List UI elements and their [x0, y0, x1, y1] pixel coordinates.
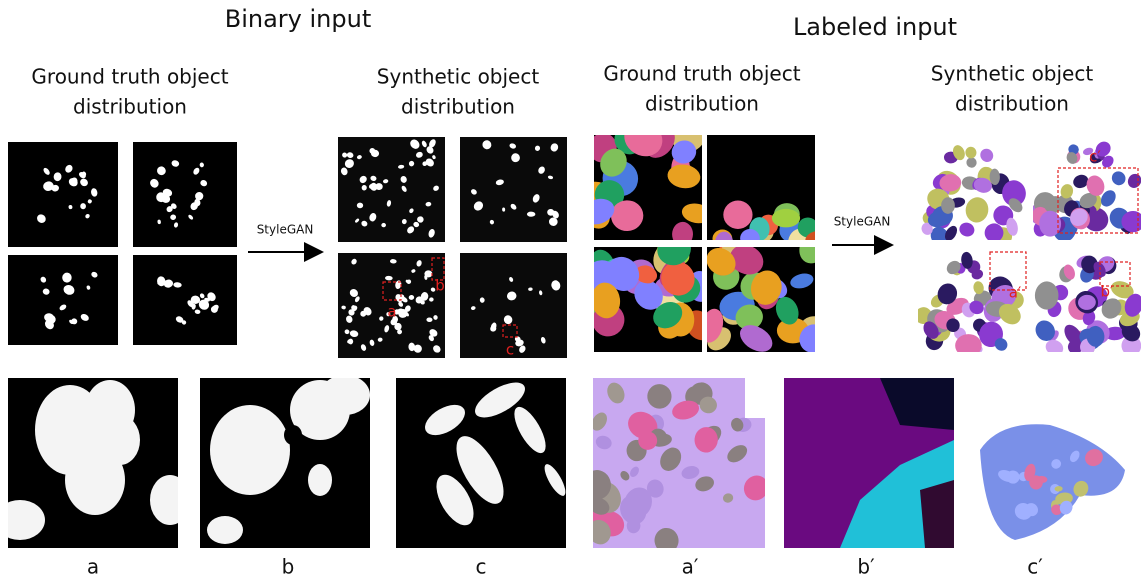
panel-label: a	[87, 555, 99, 579]
image-panel	[918, 135, 1027, 249]
figure: Binary input Labeled input Ground truth …	[0, 0, 1141, 584]
image-background	[8, 142, 118, 247]
image-background	[460, 137, 567, 242]
image-panel	[581, 370, 775, 555]
blob	[723, 201, 752, 229]
heading: distribution	[645, 92, 759, 116]
crop-label: c′	[1089, 148, 1101, 166]
image-panel	[8, 142, 118, 247]
image-panel	[784, 378, 954, 548]
blob	[955, 334, 982, 357]
heading: Ground truth object	[31, 65, 228, 89]
image-panel	[707, 135, 832, 259]
image-panel	[1032, 247, 1141, 358]
image-panel	[133, 142, 237, 247]
heading: distribution	[955, 92, 1069, 116]
image-panel	[460, 137, 567, 242]
images	[0, 112, 1141, 555]
image-panel	[0, 378, 190, 548]
blob	[308, 464, 332, 496]
blob	[320, 375, 370, 415]
panel-label: c′	[1027, 555, 1043, 579]
heading: distribution	[73, 95, 187, 119]
image-background	[8, 255, 118, 345]
image-panel	[8, 255, 118, 345]
image-panel	[975, 378, 1141, 548]
blob	[371, 150, 379, 157]
image-panel	[912, 247, 1027, 357]
image-background	[133, 255, 237, 345]
image-panel	[1028, 135, 1141, 242]
image-panel	[697, 227, 833, 357]
image-panel	[577, 228, 718, 352]
crop-label: c	[506, 341, 514, 359]
heading: Synthetic object	[931, 62, 1094, 86]
blob	[210, 405, 290, 495]
region	[920, 480, 954, 548]
heading: distribution	[401, 95, 515, 119]
crop-label: a′	[1009, 284, 1022, 302]
crop-label: b	[435, 277, 445, 295]
heading: Synthetic object	[377, 65, 540, 89]
section-title: Labeled input	[793, 13, 957, 41]
blob	[284, 425, 302, 445]
section-title: Binary input	[225, 5, 371, 33]
image-panel	[200, 375, 370, 548]
image-panel	[396, 376, 569, 548]
blob	[100, 415, 140, 465]
arrow-label: StyleGAN	[834, 215, 891, 229]
panel-label: a′	[682, 555, 699, 579]
crop-label: a	[387, 303, 396, 321]
image-panel	[133, 255, 237, 345]
blob	[941, 197, 955, 214]
panel-label: b	[282, 555, 295, 579]
arrow-label: StyleGAN	[257, 223, 314, 237]
image-panel	[338, 137, 445, 242]
image-panel	[572, 112, 713, 247]
image-background	[133, 142, 237, 247]
panel-label: b′	[857, 555, 875, 579]
panel-label: c	[476, 555, 487, 579]
heading: Ground truth object	[603, 62, 800, 86]
blob	[740, 229, 760, 247]
blob	[207, 516, 243, 544]
blob	[150, 475, 190, 525]
block	[745, 378, 765, 418]
blob	[772, 209, 800, 228]
crop-label: b′	[1101, 283, 1115, 301]
